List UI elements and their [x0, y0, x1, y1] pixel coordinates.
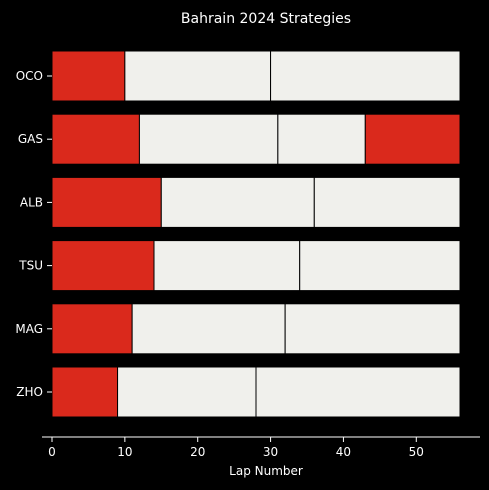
stint-bar-zho-3: [255, 366, 461, 418]
y-tick-label: GAS: [18, 132, 43, 146]
x-tick-label: 30: [263, 445, 278, 459]
y-tick-label: MAG: [15, 322, 43, 336]
chart-title: Bahrain 2024 Strategies: [181, 11, 351, 27]
stint-bar-alb-3: [313, 176, 461, 228]
stint-bar-zho-2: [117, 366, 257, 418]
y-tick-label: ZHO: [16, 385, 43, 399]
stint-bar-gas-2: [138, 113, 279, 165]
stint-bar-alb-2: [160, 176, 315, 228]
x-tick-label: 50: [409, 445, 424, 459]
stint-bar-oco-1: [51, 50, 126, 102]
y-tick-label: TSU: [18, 259, 43, 273]
y-tick-label: ALB: [20, 195, 43, 209]
stint-bar-mag-2: [131, 303, 286, 355]
x-axis: 0 10 20 30 40 50: [42, 436, 480, 459]
stint-bar-mag-3: [284, 303, 461, 355]
x-axis-label: Lap Number: [229, 464, 303, 478]
x-tick-label: 40: [336, 445, 351, 459]
stint-bar-oco-3: [270, 50, 461, 102]
y-axis: OCO GAS ALB TSU MAG ZHO: [15, 69, 52, 399]
y-tick-label: OCO: [16, 69, 43, 83]
bars-group: [51, 50, 461, 418]
x-tick-label: 10: [117, 445, 132, 459]
x-tick-label: 0: [48, 445, 56, 459]
stint-bar-gas-4: [364, 113, 461, 165]
stint-bar-alb-1: [51, 176, 162, 228]
stint-bar-zho-1: [51, 366, 119, 418]
stint-bar-gas-3: [277, 113, 366, 165]
stint-bar-tsu-1: [51, 240, 155, 292]
stint-bar-mag-1: [51, 303, 133, 355]
stint-bar-oco-2: [124, 50, 272, 102]
stint-bar-tsu-3: [299, 240, 461, 292]
stint-bar-tsu-2: [153, 240, 301, 292]
stint-bar-gas-1: [51, 113, 140, 165]
x-tick-label: 20: [190, 445, 205, 459]
